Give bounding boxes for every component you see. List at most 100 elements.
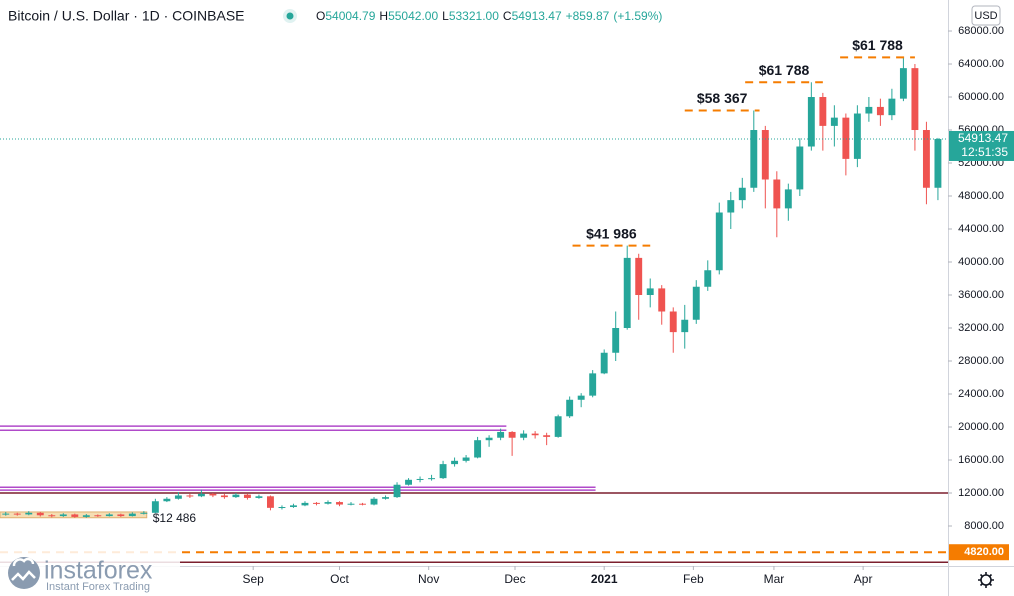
change: +859.87 xyxy=(566,9,610,23)
candle-body xyxy=(140,512,148,514)
candle-body xyxy=(922,130,930,188)
candle-body xyxy=(405,479,412,485)
candle-body xyxy=(48,515,56,517)
candle-body xyxy=(151,501,159,513)
candle-body xyxy=(888,98,896,116)
candle-body xyxy=(428,478,436,480)
x-tick-label: Apr xyxy=(854,572,873,586)
candle-body xyxy=(612,328,620,353)
candle-body xyxy=(313,502,320,504)
ohlc-value: 54004.79 xyxy=(325,9,375,23)
candle-body xyxy=(105,514,113,517)
annotation-label: $58 367 xyxy=(697,90,748,106)
candle-body xyxy=(359,503,366,505)
candle-body xyxy=(347,503,355,505)
candle-body xyxy=(796,146,804,190)
candle-body xyxy=(819,97,827,126)
y-tick-label: 24000.00 xyxy=(958,388,1004,400)
dashed-level-tag xyxy=(949,544,1009,561)
candle-body xyxy=(290,505,297,508)
logo: instaforex Instant Forex Trading xyxy=(0,548,180,596)
candle-body xyxy=(13,513,21,515)
candle-body xyxy=(623,257,631,329)
annotation-label: $41 986 xyxy=(586,225,637,241)
candle-body xyxy=(761,130,769,180)
x-tick-label: Dec xyxy=(504,572,525,586)
candle-body xyxy=(577,395,585,400)
candle-body xyxy=(451,460,459,465)
candle-body xyxy=(71,514,79,517)
candle-body xyxy=(497,431,505,438)
candle-body xyxy=(36,512,44,516)
y-tick-label: 68000.00 xyxy=(958,25,1004,37)
ohlc-key: C xyxy=(503,9,512,23)
ohlc-key: H xyxy=(379,9,388,23)
candle-body xyxy=(128,513,136,517)
candle-body xyxy=(508,431,516,438)
candle-body xyxy=(232,494,240,498)
candle-body xyxy=(589,373,597,396)
candle-body xyxy=(186,495,194,497)
candle-body xyxy=(278,507,286,509)
candle-body xyxy=(727,200,735,213)
x-tick-label: Feb xyxy=(683,572,704,586)
candle-body xyxy=(658,288,666,312)
y-tick-label: 36000.00 xyxy=(958,289,1004,301)
candle-body xyxy=(301,502,309,506)
settings-icon[interactable] xyxy=(978,572,994,588)
candle-body xyxy=(531,433,539,436)
zone-label: $12 486 xyxy=(153,511,197,525)
y-tick-label: 12000.00 xyxy=(958,487,1004,499)
currency-label[interactable]: USD xyxy=(974,10,997,22)
candle-body xyxy=(738,187,746,201)
currency-button[interactable] xyxy=(971,5,1001,26)
candle-body xyxy=(209,493,217,496)
y-tick-label: 64000.00 xyxy=(958,58,1004,70)
candle-body xyxy=(554,416,562,437)
y-tick-label: 16000.00 xyxy=(958,454,1004,466)
candle-body xyxy=(174,495,182,499)
ohlc-key: L xyxy=(442,9,449,23)
candle-body xyxy=(876,106,884,116)
y-tick-label: 20000.00 xyxy=(958,421,1004,433)
logo-badge xyxy=(8,557,40,589)
candle-body xyxy=(382,497,389,499)
annotation-label: $61 788 xyxy=(759,62,810,78)
candle-body xyxy=(370,498,378,505)
annotation-label: $61 788 xyxy=(852,37,903,53)
candle-body xyxy=(462,457,470,461)
x-tick-label: Oct xyxy=(330,572,349,586)
logo-tagline: Instant Forex Trading xyxy=(46,581,150,593)
candle-body xyxy=(197,493,205,497)
ohlc-key: O xyxy=(316,9,325,23)
logo-name: instaforex xyxy=(44,557,153,585)
candle-body xyxy=(784,189,792,209)
candle-body xyxy=(566,399,574,417)
x-tick-label: 2021 xyxy=(591,572,618,586)
candle-body xyxy=(934,138,942,188)
candle-body xyxy=(59,514,67,517)
candle-body xyxy=(681,319,689,333)
x-tick-label: Nov xyxy=(418,572,439,586)
candle-body xyxy=(646,288,654,296)
candle-body xyxy=(899,68,907,99)
candle-body xyxy=(773,179,781,209)
candle-body xyxy=(243,494,251,498)
candle-body xyxy=(485,437,493,441)
y-tick-label: 28000.00 xyxy=(958,355,1004,367)
candle-body xyxy=(324,502,332,504)
candle-body xyxy=(842,117,850,159)
candle-body xyxy=(669,311,677,333)
x-tick-label: Mar xyxy=(764,572,785,586)
candle-body xyxy=(220,495,228,498)
y-tick-label: 8000.00 xyxy=(964,520,1004,532)
candle-body xyxy=(25,512,33,515)
y-tick-label: 32000.00 xyxy=(958,322,1004,334)
candle-body xyxy=(692,286,700,320)
candle-body xyxy=(94,515,102,517)
candle-body xyxy=(117,514,125,517)
dashed-level-label: 4820.00 xyxy=(964,546,1004,558)
last-price-label: 54913.47 xyxy=(958,131,1008,145)
